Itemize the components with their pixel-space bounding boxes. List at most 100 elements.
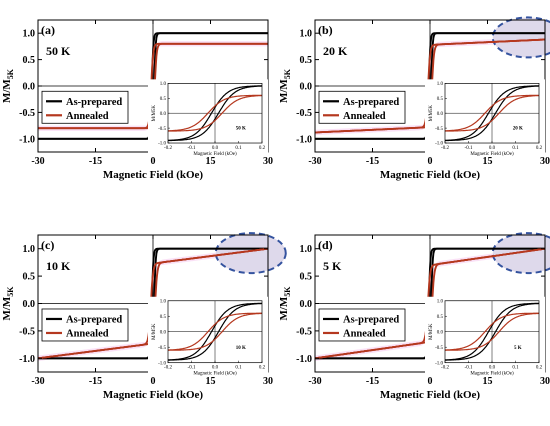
y-tick-label: -0.5 [19, 326, 35, 337]
inset-series-as-prepared-up [168, 302, 262, 361]
y-tick-label: 0.0 [23, 82, 36, 93]
x-tick-label: 0 [428, 156, 433, 167]
inset-x-tick-label: -0.1 [465, 366, 473, 371]
inset-series-annealed-up [168, 312, 262, 351]
y-axis-label: M/M5K [278, 68, 292, 103]
legend-entry-annealed: Annealed [343, 328, 386, 339]
inset-y-axis-label: M/M5K [152, 105, 157, 122]
y-tick-label: -1.0 [296, 354, 312, 365]
temperature-label: 10 K [46, 259, 71, 273]
inset-x-tick-label: 0.1 [512, 146, 519, 151]
temperature-label: 50 K [46, 44, 71, 58]
panel-label: (d) [318, 238, 333, 252]
inset-y-tick-label: -1.0 [158, 361, 166, 366]
x-tick-label: 15 [206, 376, 216, 387]
y-axis-label-main: M/M [1, 79, 13, 103]
inset-x-tick-label: 0.2 [259, 146, 266, 151]
inset-temperature-label: 10 K [236, 346, 246, 351]
x-tick-label: 15 [206, 156, 216, 167]
y-tick-label: -1.0 [19, 354, 35, 365]
y-axis-label-main: M/M [278, 79, 290, 103]
x-axis-label: Magnetic Field (kOe) [103, 389, 204, 401]
x-tick-label: 0 [151, 376, 156, 387]
inset-y-tick-label: 0.0 [160, 112, 167, 117]
series-annealed-down [314, 38, 546, 134]
series-as-prepared-down [315, 247, 545, 360]
highlight-ellipse [491, 232, 550, 275]
x-tick-label: -15 [89, 376, 102, 387]
series-annealed-down [314, 247, 546, 360]
panel-c: -30 -15 0 15 30 -1.0 -0.5 0.0 0.5 1.0 Magnetic Fie… [1, 232, 287, 401]
inset-plot: -0.2 -0.1 0.0 0.1 0.2 -1.0 -0.5 0.0 0.5 1.0 Magnet… [148, 296, 268, 377]
x-tick-label: -15 [366, 156, 379, 167]
x-axis-label: Magnetic Field (kOe) [380, 169, 481, 181]
inset-background [425, 79, 545, 154]
x-tick-label: 0 [151, 156, 156, 167]
highlight-ellipse [214, 232, 287, 275]
panel-b: -30 -15 0 15 30 -1.0 -0.5 0.0 0.5 1.0 Magnetic Fie… [278, 16, 550, 181]
inset-y-tick-label: -0.5 [435, 346, 443, 351]
inset-y-tick-label: 0.5 [437, 315, 444, 320]
inset-y-tick-label: 0.0 [437, 112, 444, 117]
inset-series-annealed-down [445, 94, 539, 132]
y-axis-label-subscript: 5K [6, 286, 15, 297]
x-tick-label: 15 [483, 156, 493, 167]
inset-x-tick-label: 0.1 [512, 366, 519, 371]
inset-x-tick-label: -0.2 [441, 366, 449, 371]
inset-y-tick-label: -0.5 [158, 346, 166, 351]
y-axis-label-subscript: 5K [283, 68, 292, 79]
temperature-label: 5 K [323, 259, 342, 273]
x-tick-label: -30 [31, 156, 44, 167]
x-tick-label: 15 [483, 376, 493, 387]
inset-y-tick-label: 0.5 [437, 97, 444, 102]
inset-y-tick-label: -1.0 [435, 361, 443, 366]
inset-y-axis-label: M/M5K [429, 323, 434, 340]
series-as-prepared-down [38, 247, 268, 360]
inset-y-tick-label: 1.0 [437, 299, 444, 304]
inset-series-as-prepared-up [445, 85, 539, 142]
y-axis-label-main: M/M [278, 296, 290, 320]
legend-entry-as-prepared: As-prepared [343, 97, 399, 108]
inset-x-tick-label: -0.1 [188, 146, 196, 151]
legend-box [41, 308, 129, 342]
y-tick-label: -0.5 [296, 108, 312, 119]
inset-x-tick-label: -0.1 [188, 366, 196, 371]
y-tick-label: 0.0 [300, 299, 313, 310]
inset-series-annealed-up [445, 312, 539, 351]
inset-y-tick-label: -1.0 [158, 142, 166, 147]
legend-entry-annealed: Annealed [343, 111, 386, 122]
inset-background [148, 296, 268, 373]
legend-entry-as-prepared: As-prepared [343, 314, 399, 325]
y-tick-label: 1.0 [23, 29, 36, 40]
series-annealed-down [38, 42, 268, 130]
y-axis-label: M/M5K [1, 68, 15, 103]
x-tick-label: -30 [31, 376, 44, 387]
inset-x-axis-label: Magnetic Field (kOe) [470, 372, 514, 377]
inset-temperature-label: 20 K [513, 127, 523, 132]
y-tick-label: 0.5 [23, 272, 36, 283]
temperature-label: 20 K [323, 44, 348, 58]
inset-series-as-prepared-up [445, 302, 539, 361]
y-tick-label: 0.0 [300, 82, 313, 93]
inset-series-annealed-down [445, 312, 539, 351]
legend-box [318, 308, 406, 342]
panel-a: -30 -15 0 15 30 -1.0 -0.5 0.0 0.5 1.0 Magnetic Fie… [1, 19, 273, 181]
inset-x-tick-label: 0.2 [536, 366, 543, 371]
inset-x-axis-label: Magnetic Field (kOe) [193, 152, 237, 157]
x-tick-label: -15 [366, 376, 379, 387]
y-tick-label: 0.5 [23, 55, 36, 66]
x-tick-label: -15 [89, 156, 102, 167]
inset-y-tick-label: 0.5 [160, 315, 167, 320]
y-tick-label: 1.0 [300, 29, 313, 40]
x-tick-label: 30 [540, 376, 550, 387]
inset-y-tick-label: 1.0 [160, 299, 167, 304]
series-annealed-down [37, 247, 269, 360]
inset-x-tick-label: 0.0 [489, 146, 496, 151]
y-tick-label: -0.5 [19, 108, 35, 119]
x-tick-label: 0 [428, 376, 433, 387]
inset-y-tick-label: -0.5 [158, 127, 166, 132]
inset-y-tick-label: 1.0 [437, 82, 444, 87]
inset-series-annealed-down [168, 94, 262, 132]
inset-x-axis-label: Magnetic Field (kOe) [193, 372, 237, 377]
inset-plot: -0.2 -0.1 0.0 0.1 0.2 -1.0 -0.5 0.0 0.5 1.0 Magnet… [425, 79, 545, 157]
